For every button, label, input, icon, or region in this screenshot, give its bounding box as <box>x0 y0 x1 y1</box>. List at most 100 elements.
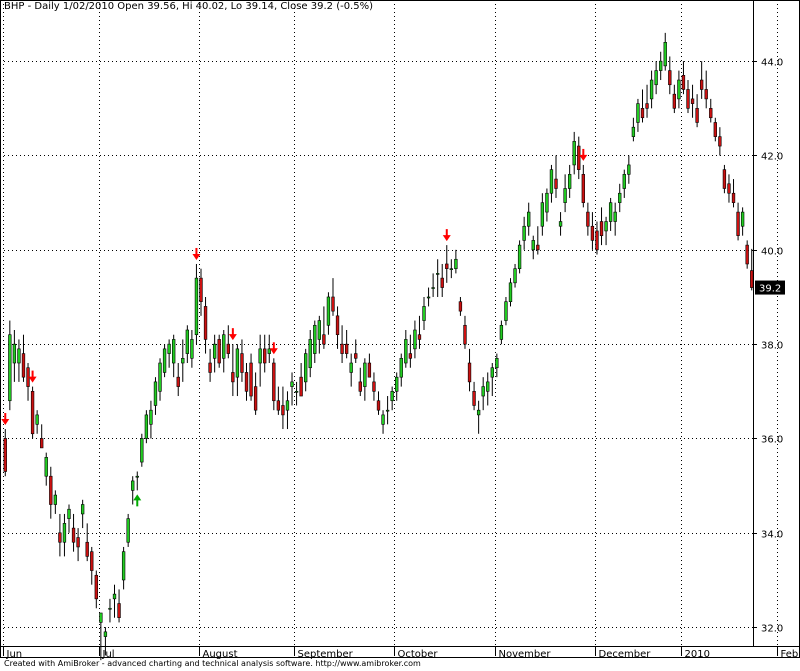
candle <box>299 363 303 397</box>
candle-body <box>80 504 85 515</box>
candle-body <box>135 475 139 478</box>
candle-body <box>30 391 35 435</box>
chart-title: BHP - Daily 1/02/2010 Open 39.56, Hi 40.… <box>4 1 374 12</box>
candle-body <box>649 79 654 100</box>
candle-body <box>49 475 53 505</box>
candle <box>112 584 117 618</box>
candle <box>376 391 381 415</box>
y-tick-label: 40.0 <box>761 247 783 258</box>
candle-body <box>176 376 180 387</box>
candle <box>117 589 121 623</box>
candle-body <box>608 202 613 222</box>
candle-body <box>476 409 481 416</box>
candle <box>508 278 513 307</box>
candle <box>85 523 89 562</box>
candle <box>426 287 431 307</box>
candle-body <box>53 494 58 505</box>
x-tick-label: October <box>398 649 439 660</box>
candle <box>563 174 567 213</box>
candle-body <box>722 169 727 189</box>
candle-body <box>663 41 667 67</box>
candle <box>131 476 135 505</box>
candle <box>645 84 649 118</box>
candle <box>317 315 321 354</box>
candle <box>226 325 230 359</box>
candle <box>108 598 112 623</box>
signal-layer <box>1 148 588 507</box>
candle <box>203 296 208 354</box>
candle-body <box>463 324 467 345</box>
candle <box>431 273 435 297</box>
candle-body <box>417 334 422 340</box>
candle-body <box>536 244 540 251</box>
candle <box>44 452 48 486</box>
candle <box>26 363 30 401</box>
candle-body <box>44 457 48 477</box>
candle <box>750 248 754 291</box>
candle-body <box>335 315 340 336</box>
candle-body <box>376 400 381 411</box>
candle <box>158 358 162 401</box>
candle-body <box>740 211 745 227</box>
candle-body <box>627 164 631 175</box>
candle-body <box>436 273 440 275</box>
candle <box>99 612 103 661</box>
candle-body <box>35 414 39 425</box>
candle-body <box>458 301 463 312</box>
candle <box>322 306 326 349</box>
candle <box>217 334 221 368</box>
candle <box>649 70 654 109</box>
candle <box>545 188 549 222</box>
candle <box>121 546 126 590</box>
candle <box>558 212 563 236</box>
candle <box>604 216 608 246</box>
candle <box>30 386 35 439</box>
candle <box>567 164 572 198</box>
candle-body <box>222 334 226 359</box>
candle <box>572 131 576 175</box>
candle <box>240 339 244 382</box>
candle <box>709 98 713 123</box>
candle-body <box>481 386 485 397</box>
candle <box>344 330 349 359</box>
candle <box>263 334 267 373</box>
candle-body <box>517 244 522 269</box>
candle <box>399 353 403 387</box>
candle <box>454 249 458 274</box>
x-tick-label: Jun <box>6 649 23 660</box>
candle <box>294 381 299 406</box>
candle <box>718 127 722 156</box>
candle <box>595 221 599 255</box>
candle-body <box>581 174 585 203</box>
candle-body <box>126 518 130 543</box>
candle-body <box>731 192 736 203</box>
candle <box>40 424 44 449</box>
candle <box>481 377 485 411</box>
candle <box>472 381 476 411</box>
candle <box>381 410 385 434</box>
candle-body <box>212 343 217 359</box>
candle-body <box>190 339 194 359</box>
candle-body <box>677 79 681 100</box>
candle <box>590 212 595 250</box>
candle <box>222 330 226 373</box>
candle <box>686 80 690 114</box>
candle-body <box>108 607 112 610</box>
candle-body <box>172 339 176 364</box>
candle-body <box>258 348 262 364</box>
candle <box>440 263 444 297</box>
y-tick-label: 36.0 <box>761 435 783 446</box>
candle <box>463 315 467 349</box>
sell-signal-arrow <box>579 148 588 161</box>
candle <box>681 61 686 95</box>
candle-body <box>618 192 622 203</box>
candle-body <box>440 277 444 288</box>
candle-body <box>149 409 153 425</box>
candle-body <box>558 221 563 227</box>
candle-body <box>304 353 308 383</box>
candle-body <box>40 438 44 449</box>
candle-body <box>340 343 344 354</box>
candle <box>358 367 362 397</box>
candle-body <box>331 296 335 312</box>
